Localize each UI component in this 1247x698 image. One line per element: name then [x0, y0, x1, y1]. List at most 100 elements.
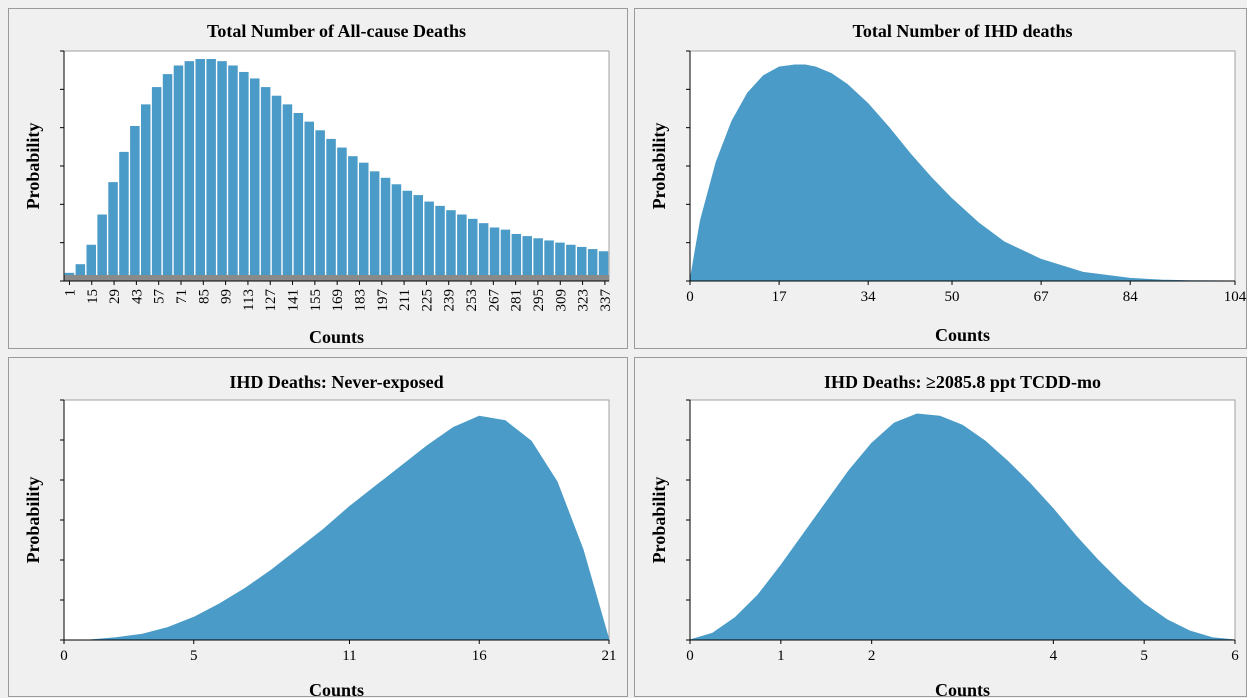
data-point — [712, 633, 713, 634]
x-tick-label: 211 — [397, 289, 413, 311]
x-tick-label: 6 — [1231, 648, 1239, 664]
bar-1 — [64, 272, 75, 275]
data-point — [779, 67, 780, 68]
data-point — [794, 65, 795, 66]
chart-title: IHD Deaths: ≥2085.8 ppt TCDD-mo — [824, 372, 1101, 392]
x-tick-label: 183 — [352, 289, 368, 312]
x-tick-label: 50 — [945, 289, 960, 305]
data-point — [271, 569, 272, 570]
area-series — [64, 415, 610, 641]
bar-50 — [141, 104, 151, 275]
x-tick-label: 141 — [286, 289, 302, 312]
x-tick-label: 17 — [772, 289, 788, 305]
chart-panel-ihd-deaths: Total Number of IHD deaths Probability Cou… — [634, 8, 1247, 349]
data-point — [1098, 560, 1099, 561]
x-tick-label: 85 — [196, 289, 212, 304]
data-point — [847, 84, 848, 85]
x-tick-label: 99 — [219, 289, 235, 304]
data-point — [427, 445, 428, 446]
x-axis-label: Counts — [309, 680, 364, 698]
x-tick-label: 337 — [598, 289, 614, 312]
chart-ihd-deaths: Total Number of IHD deaths Probability Cou… — [649, 21, 1247, 345]
x-tick-label: 1 — [777, 648, 785, 664]
data-point — [815, 67, 816, 68]
data-point — [831, 73, 832, 74]
x-axis-label: Counts — [935, 680, 990, 698]
chart-panel-all-cause-deaths: Total Number of All-cause Deaths Probabil… — [8, 8, 628, 349]
x-tick-label: 2 — [868, 648, 876, 664]
x-tick-label: 0 — [686, 648, 694, 664]
data-point — [349, 506, 350, 507]
bar-288 — [511, 233, 522, 275]
data-point — [401, 465, 402, 466]
data-point — [193, 617, 194, 618]
x-tick-label: 169 — [330, 289, 346, 312]
y-axis-label: Probability — [23, 123, 43, 210]
bar-246 — [446, 210, 456, 275]
chart-panel-never-exposed: IHD Deaths: Never-exposed Probability Coun… — [8, 357, 628, 698]
bar-141 — [282, 104, 293, 275]
data-point — [141, 634, 142, 635]
data-point — [962, 425, 963, 426]
data-point — [1007, 461, 1008, 462]
x-tick-label: 225 — [419, 289, 435, 312]
bar-22 — [97, 214, 107, 275]
data-point — [871, 443, 872, 444]
data-point — [952, 198, 953, 199]
area-series — [689, 413, 1236, 641]
x-tick-label: 239 — [442, 289, 458, 312]
data-point — [297, 549, 298, 550]
bar-218 — [402, 190, 413, 275]
x-tick-label: 309 — [553, 289, 569, 312]
data-point — [219, 603, 220, 604]
data-point — [245, 588, 246, 589]
bar-267 — [478, 223, 489, 275]
x-tick-label: 67 — [1034, 289, 1050, 305]
bar-162 — [315, 130, 325, 275]
bar-309 — [544, 240, 554, 275]
x-tick-label: 0 — [60, 648, 68, 664]
x-tick-label: 127 — [263, 289, 279, 312]
bar-330 — [577, 246, 587, 275]
chart-title: IHD Deaths: Never-exposed — [229, 372, 443, 392]
data-point — [868, 103, 869, 104]
x-tick-label: 21 — [602, 648, 617, 664]
x-tick-label: 4 — [1050, 648, 1058, 664]
x-tick-label: 155 — [308, 289, 324, 312]
data-point — [583, 549, 584, 550]
y-axis-label: Probability — [649, 123, 669, 210]
bar-190 — [359, 162, 369, 275]
chart-never-exposed: IHD Deaths: Never-exposed Probability Coun… — [23, 372, 617, 698]
bar-253 — [457, 214, 467, 275]
x-tick-label: 29 — [107, 289, 123, 304]
bar-15 — [86, 244, 96, 275]
x-tick-label: 15 — [85, 289, 101, 304]
chart-title: Total Number of IHD deaths — [852, 21, 1072, 41]
x-tick-label: 1 — [62, 289, 78, 297]
bar-36 — [119, 151, 129, 275]
bar-148 — [293, 113, 304, 275]
data-point — [747, 93, 748, 94]
bar-85 — [195, 59, 205, 275]
bar-274 — [489, 227, 500, 275]
baseline-strip — [64, 275, 609, 281]
x-tick-label: 253 — [464, 289, 480, 312]
data-point — [557, 481, 558, 482]
x-tick-label: 295 — [531, 289, 547, 312]
data-point — [323, 529, 324, 530]
bar-134 — [271, 95, 282, 275]
x-tick-label: 0 — [686, 289, 694, 305]
bar-64 — [162, 74, 173, 276]
data-point — [453, 427, 454, 428]
bar-281 — [500, 229, 511, 275]
bar-155 — [304, 121, 314, 275]
data-point — [375, 486, 376, 487]
bar-323 — [566, 244, 576, 275]
x-tick-label: 34 — [861, 289, 877, 305]
x-tick-label: 323 — [576, 289, 592, 312]
bar-57 — [151, 87, 162, 275]
x-tick-label: 11 — [342, 648, 356, 664]
data-point — [1212, 637, 1213, 638]
x-tick-label: 43 — [129, 289, 145, 304]
data-point — [939, 416, 940, 417]
